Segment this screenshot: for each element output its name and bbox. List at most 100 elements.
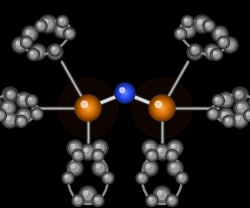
Circle shape xyxy=(144,142,156,154)
Circle shape xyxy=(51,48,59,56)
Circle shape xyxy=(146,194,158,207)
Circle shape xyxy=(247,113,250,115)
Circle shape xyxy=(82,146,94,158)
Circle shape xyxy=(203,20,215,32)
Circle shape xyxy=(26,30,30,34)
Circle shape xyxy=(206,23,209,26)
Circle shape xyxy=(169,153,172,155)
Circle shape xyxy=(62,172,74,184)
Circle shape xyxy=(75,198,78,200)
Circle shape xyxy=(121,89,129,97)
Circle shape xyxy=(6,91,14,99)
Circle shape xyxy=(149,153,152,155)
Circle shape xyxy=(198,20,206,28)
Circle shape xyxy=(152,98,172,118)
Circle shape xyxy=(80,144,96,160)
Circle shape xyxy=(146,164,150,168)
Circle shape xyxy=(31,52,33,54)
Circle shape xyxy=(78,98,98,118)
Circle shape xyxy=(187,44,203,60)
Circle shape xyxy=(167,140,183,156)
Circle shape xyxy=(146,150,158,161)
Circle shape xyxy=(144,162,156,174)
Circle shape xyxy=(153,99,171,117)
Circle shape xyxy=(63,173,73,183)
Circle shape xyxy=(222,112,226,116)
Circle shape xyxy=(226,118,232,124)
Circle shape xyxy=(71,144,75,148)
Circle shape xyxy=(85,105,91,111)
Circle shape xyxy=(139,175,142,178)
Circle shape xyxy=(218,92,234,108)
Circle shape xyxy=(73,151,83,160)
Circle shape xyxy=(75,152,81,158)
Circle shape xyxy=(236,102,248,114)
Circle shape xyxy=(60,19,62,21)
Circle shape xyxy=(174,28,186,40)
Circle shape xyxy=(38,23,44,29)
Circle shape xyxy=(18,118,24,124)
Circle shape xyxy=(149,95,175,121)
Circle shape xyxy=(93,196,103,205)
Circle shape xyxy=(75,95,101,121)
Circle shape xyxy=(86,106,90,110)
Circle shape xyxy=(216,30,224,38)
Circle shape xyxy=(176,29,185,38)
Circle shape xyxy=(191,48,199,56)
Circle shape xyxy=(158,148,166,156)
Circle shape xyxy=(4,104,12,112)
Circle shape xyxy=(160,106,164,110)
Circle shape xyxy=(166,150,178,161)
Circle shape xyxy=(118,86,132,100)
Circle shape xyxy=(236,91,244,99)
Circle shape xyxy=(236,116,244,124)
Circle shape xyxy=(6,116,10,120)
Circle shape xyxy=(232,87,248,103)
Circle shape xyxy=(156,102,168,114)
Circle shape xyxy=(124,92,126,94)
Circle shape xyxy=(14,39,26,51)
Circle shape xyxy=(122,90,128,95)
Circle shape xyxy=(50,45,60,55)
Circle shape xyxy=(169,142,181,154)
Circle shape xyxy=(71,164,79,172)
Circle shape xyxy=(6,116,14,124)
Circle shape xyxy=(32,109,42,119)
Circle shape xyxy=(151,97,173,119)
Circle shape xyxy=(105,175,108,178)
Circle shape xyxy=(226,41,230,45)
Circle shape xyxy=(208,48,212,52)
Circle shape xyxy=(167,196,177,205)
Circle shape xyxy=(155,188,169,202)
Circle shape xyxy=(189,46,201,58)
Circle shape xyxy=(226,41,234,49)
Circle shape xyxy=(169,198,172,200)
Circle shape xyxy=(182,16,194,27)
Circle shape xyxy=(81,188,95,202)
Circle shape xyxy=(156,103,168,113)
Circle shape xyxy=(71,164,75,168)
Circle shape xyxy=(183,17,192,26)
Circle shape xyxy=(120,88,125,93)
Circle shape xyxy=(177,173,187,183)
Circle shape xyxy=(182,24,194,36)
Circle shape xyxy=(105,175,111,181)
Circle shape xyxy=(4,89,16,101)
Circle shape xyxy=(224,39,236,51)
Circle shape xyxy=(81,101,87,108)
Circle shape xyxy=(120,88,130,98)
Circle shape xyxy=(119,87,131,99)
Circle shape xyxy=(146,144,154,152)
Circle shape xyxy=(167,151,177,160)
Circle shape xyxy=(184,26,188,30)
Circle shape xyxy=(30,51,36,57)
Circle shape xyxy=(16,108,32,124)
Circle shape xyxy=(71,144,79,152)
Circle shape xyxy=(220,39,226,45)
Circle shape xyxy=(158,148,162,152)
Circle shape xyxy=(77,97,99,119)
Circle shape xyxy=(65,175,71,181)
Circle shape xyxy=(20,96,24,100)
Circle shape xyxy=(208,48,216,56)
Circle shape xyxy=(245,111,250,120)
